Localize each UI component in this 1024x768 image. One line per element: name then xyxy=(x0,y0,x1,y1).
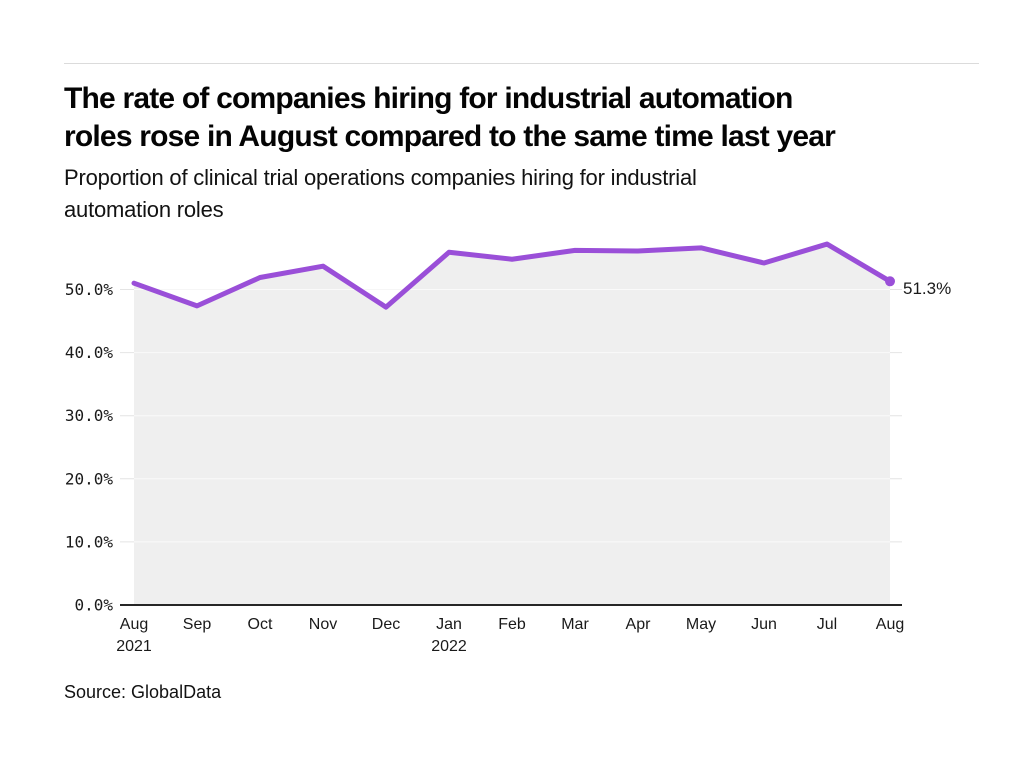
x-axis-label: Dec xyxy=(372,616,400,633)
top-divider xyxy=(64,63,979,64)
x-axis-year-label: 2022 xyxy=(431,638,467,655)
y-axis-tick-label: 50.0% xyxy=(65,280,114,299)
end-point-marker xyxy=(885,276,895,287)
x-axis-label: Jul xyxy=(817,616,837,633)
x-axis-label: Nov xyxy=(309,616,337,633)
x-axis-label: Oct xyxy=(248,616,273,633)
y-axis-tick-label: 0.0% xyxy=(74,596,113,615)
x-axis-label: Jan xyxy=(436,616,462,633)
x-axis-label: May xyxy=(686,616,716,633)
x-axis-year-label: 2021 xyxy=(116,638,152,655)
x-axis-label: Feb xyxy=(498,616,526,633)
y-axis-tick-label: 30.0% xyxy=(65,406,114,425)
chart-title-line1: The rate of companies hiring for industr… xyxy=(64,82,793,115)
chart-subtitle-line1: Proportion of clinical trial operations … xyxy=(64,165,697,190)
x-axis-label: Aug xyxy=(876,616,904,633)
x-axis-label: Sep xyxy=(183,616,212,633)
end-value-label: 51.3% xyxy=(903,279,952,298)
chart-subtitle: Proportion of clinical trial operations … xyxy=(64,162,964,226)
y-axis-tick-label: 20.0% xyxy=(65,469,114,488)
y-axis-tick-label: 10.0% xyxy=(65,532,114,551)
chart-subtitle-line2: automation roles xyxy=(64,197,224,222)
x-axis-label: Apr xyxy=(626,616,652,633)
y-axis-tick-label: 40.0% xyxy=(65,343,114,362)
x-axis-label: Jun xyxy=(751,616,777,633)
chart-title-line2: roles rose in August compared to the sam… xyxy=(64,120,836,153)
x-axis-label: Aug xyxy=(120,616,148,633)
area-fill xyxy=(134,244,890,605)
x-axis-label: Mar xyxy=(561,616,589,633)
chart-title: The rate of companies hiring for industr… xyxy=(64,80,964,156)
source-attribution: Source: GlobalData xyxy=(64,682,222,702)
series-line xyxy=(131,241,893,310)
